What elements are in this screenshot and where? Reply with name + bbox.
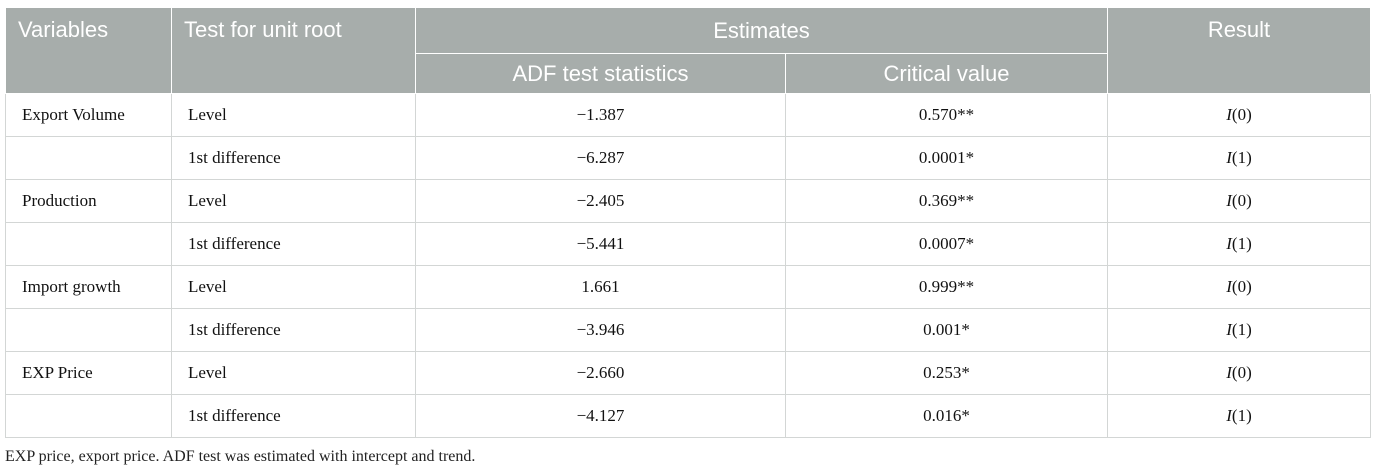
header-test: Test for unit root [171, 7, 416, 94]
header-result: Result [1107, 7, 1371, 94]
result-var: I [1226, 406, 1232, 425]
table-row: Export Volume Level −1.387 0.570** I(0) [5, 93, 1371, 137]
header-variables: Variables [5, 7, 172, 94]
table-row: 1st difference −5.441 0.0007* I(1) [5, 222, 1371, 266]
result-var: I [1226, 105, 1232, 124]
result-order: (1) [1231, 148, 1252, 167]
test-cell: Level [171, 351, 416, 395]
table-row: 1st difference −3.946 0.001* I(1) [5, 308, 1371, 352]
test-cell: Level [171, 93, 416, 137]
variable-cell [5, 394, 172, 438]
critical-cell: 0.999** [785, 265, 1108, 309]
result-cell: I(1) [1107, 136, 1371, 180]
result-order: (1) [1231, 234, 1252, 253]
result-order: (0) [1231, 105, 1252, 124]
table-footnote: EXP price, export price. ADF test was es… [5, 448, 476, 465]
table-row: EXP Price Level −2.660 0.253* I(0) [5, 351, 1371, 395]
variable-cell [5, 222, 172, 266]
header-estimates: Estimates [415, 7, 1108, 54]
result-order: (0) [1231, 277, 1252, 296]
critical-cell: 0.016* [785, 394, 1108, 438]
table-row: Production Level −2.405 0.369** I(0) [5, 179, 1371, 223]
table-row: 1st difference −4.127 0.016* I(1) [5, 394, 1371, 438]
test-cell: 1st difference [171, 222, 416, 266]
critical-cell: 0.369** [785, 179, 1108, 223]
result-var: I [1226, 191, 1232, 210]
result-var: I [1226, 234, 1232, 253]
adf-cell: −1.387 [415, 93, 786, 137]
result-order: (1) [1231, 320, 1252, 339]
result-cell: I(1) [1107, 394, 1371, 438]
adf-cell: −3.946 [415, 308, 786, 352]
result-cell: I(1) [1107, 222, 1371, 266]
adf-cell: −4.127 [415, 394, 786, 438]
table-body: Export Volume Level −1.387 0.570** I(0) … [5, 93, 1371, 438]
result-cell: I(0) [1107, 265, 1371, 309]
adf-cell: −6.287 [415, 136, 786, 180]
header-critical: Critical value [785, 53, 1108, 94]
critical-cell: 0.0001* [785, 136, 1108, 180]
test-cell: Level [171, 179, 416, 223]
test-cell: 1st difference [171, 394, 416, 438]
result-var: I [1226, 277, 1232, 296]
variable-cell: EXP Price [5, 351, 172, 395]
result-var: I [1226, 148, 1232, 167]
critical-cell: 0.001* [785, 308, 1108, 352]
adf-cell: −5.441 [415, 222, 786, 266]
table-row: 1st difference −6.287 0.0001* I(1) [5, 136, 1371, 180]
adf-cell: −2.405 [415, 179, 786, 223]
critical-cell: 0.253* [785, 351, 1108, 395]
critical-cell: 0.570** [785, 93, 1108, 137]
result-var: I [1226, 320, 1232, 339]
variable-cell: Export Volume [5, 93, 172, 137]
test-cell: 1st difference [171, 308, 416, 352]
variable-cell [5, 308, 172, 352]
result-var: I [1226, 363, 1232, 382]
table-row: Import growth Level 1.661 0.999** I(0) [5, 265, 1371, 309]
critical-cell: 0.0007* [785, 222, 1108, 266]
adf-cell: −2.660 [415, 351, 786, 395]
test-cell: Level [171, 265, 416, 309]
header-adf: ADF test statistics [415, 53, 786, 94]
result-order: (0) [1231, 363, 1252, 382]
result-cell: I(1) [1107, 308, 1371, 352]
result-order: (0) [1231, 191, 1252, 210]
result-cell: I(0) [1107, 93, 1371, 137]
result-cell: I(0) [1107, 351, 1371, 395]
variable-cell: Production [5, 179, 172, 223]
variable-cell: Import growth [5, 265, 172, 309]
result-order: (1) [1231, 406, 1252, 425]
table-header: Variables Test for unit root Estimates R… [5, 7, 1371, 94]
result-cell: I(0) [1107, 179, 1371, 223]
test-cell: 1st difference [171, 136, 416, 180]
variable-cell [5, 136, 172, 180]
adf-cell: 1.661 [415, 265, 786, 309]
unit-root-table: Variables Test for unit root Estimates R… [5, 7, 1371, 438]
